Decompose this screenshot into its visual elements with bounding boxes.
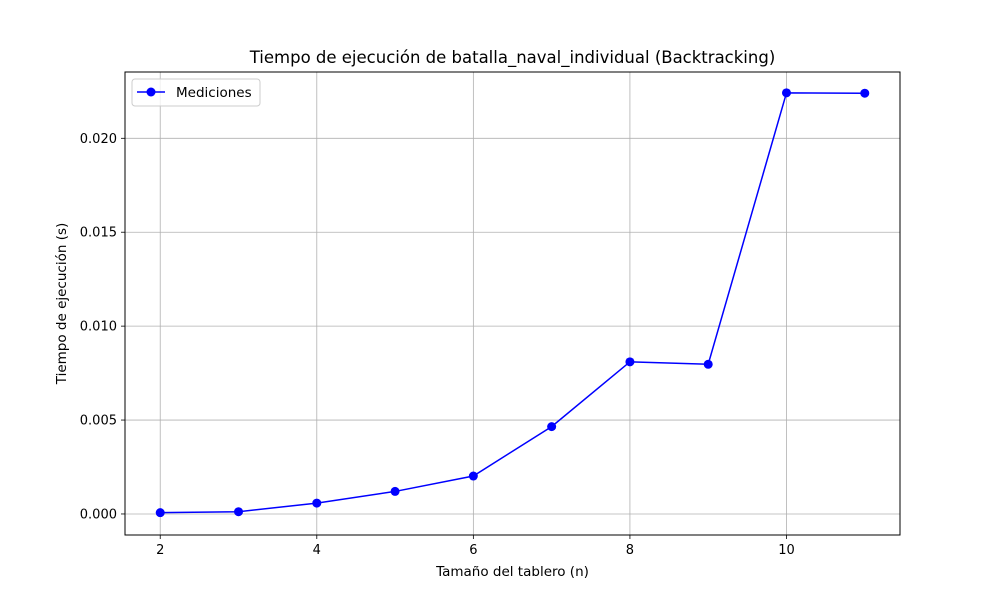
- data-point: [625, 357, 635, 367]
- x-axis-label: Tamaño del tablero (n): [435, 564, 589, 580]
- data-point: [155, 508, 165, 518]
- x-tick-label: 2: [156, 543, 164, 558]
- data-point: [390, 486, 400, 496]
- x-tick-label: 6: [469, 543, 477, 558]
- data-point: [860, 88, 870, 98]
- y-tick-label: 0.015: [80, 226, 117, 241]
- axes-frame: [124, 71, 901, 536]
- y-axis-label: Tiempo de ejecución (s): [54, 223, 70, 386]
- data-point: [781, 88, 791, 98]
- data-point: [468, 471, 478, 481]
- y-tick-label: 0.005: [80, 414, 117, 429]
- legend-entry-mediciones: Mediciones: [176, 85, 252, 101]
- series-line-mediciones: [160, 92, 865, 514]
- legend-marker-swatch: [146, 87, 156, 97]
- grid: [125, 72, 900, 535]
- y-tick-label: 0.000: [80, 507, 117, 522]
- data-point: [547, 422, 557, 432]
- x-tick-label: 8: [626, 543, 634, 558]
- data-point: [234, 507, 244, 517]
- data-point: [703, 359, 713, 369]
- legend-box: [131, 78, 261, 107]
- y-tick-label: 0.020: [80, 132, 117, 147]
- ticks: 2 4 6 8 10 0.000 0.005 0.010 0.015 0.020: [80, 132, 795, 558]
- legend: Mediciones: [131, 78, 261, 107]
- x-tick-label: 4: [313, 543, 321, 558]
- x-tick-label: 10: [778, 543, 795, 558]
- data-point: [312, 498, 322, 508]
- y-tick-label: 0.010: [80, 320, 117, 335]
- plot-area: [155, 88, 870, 518]
- chart-title: Tiempo de ejecución de batalla_naval_ind…: [249, 48, 776, 68]
